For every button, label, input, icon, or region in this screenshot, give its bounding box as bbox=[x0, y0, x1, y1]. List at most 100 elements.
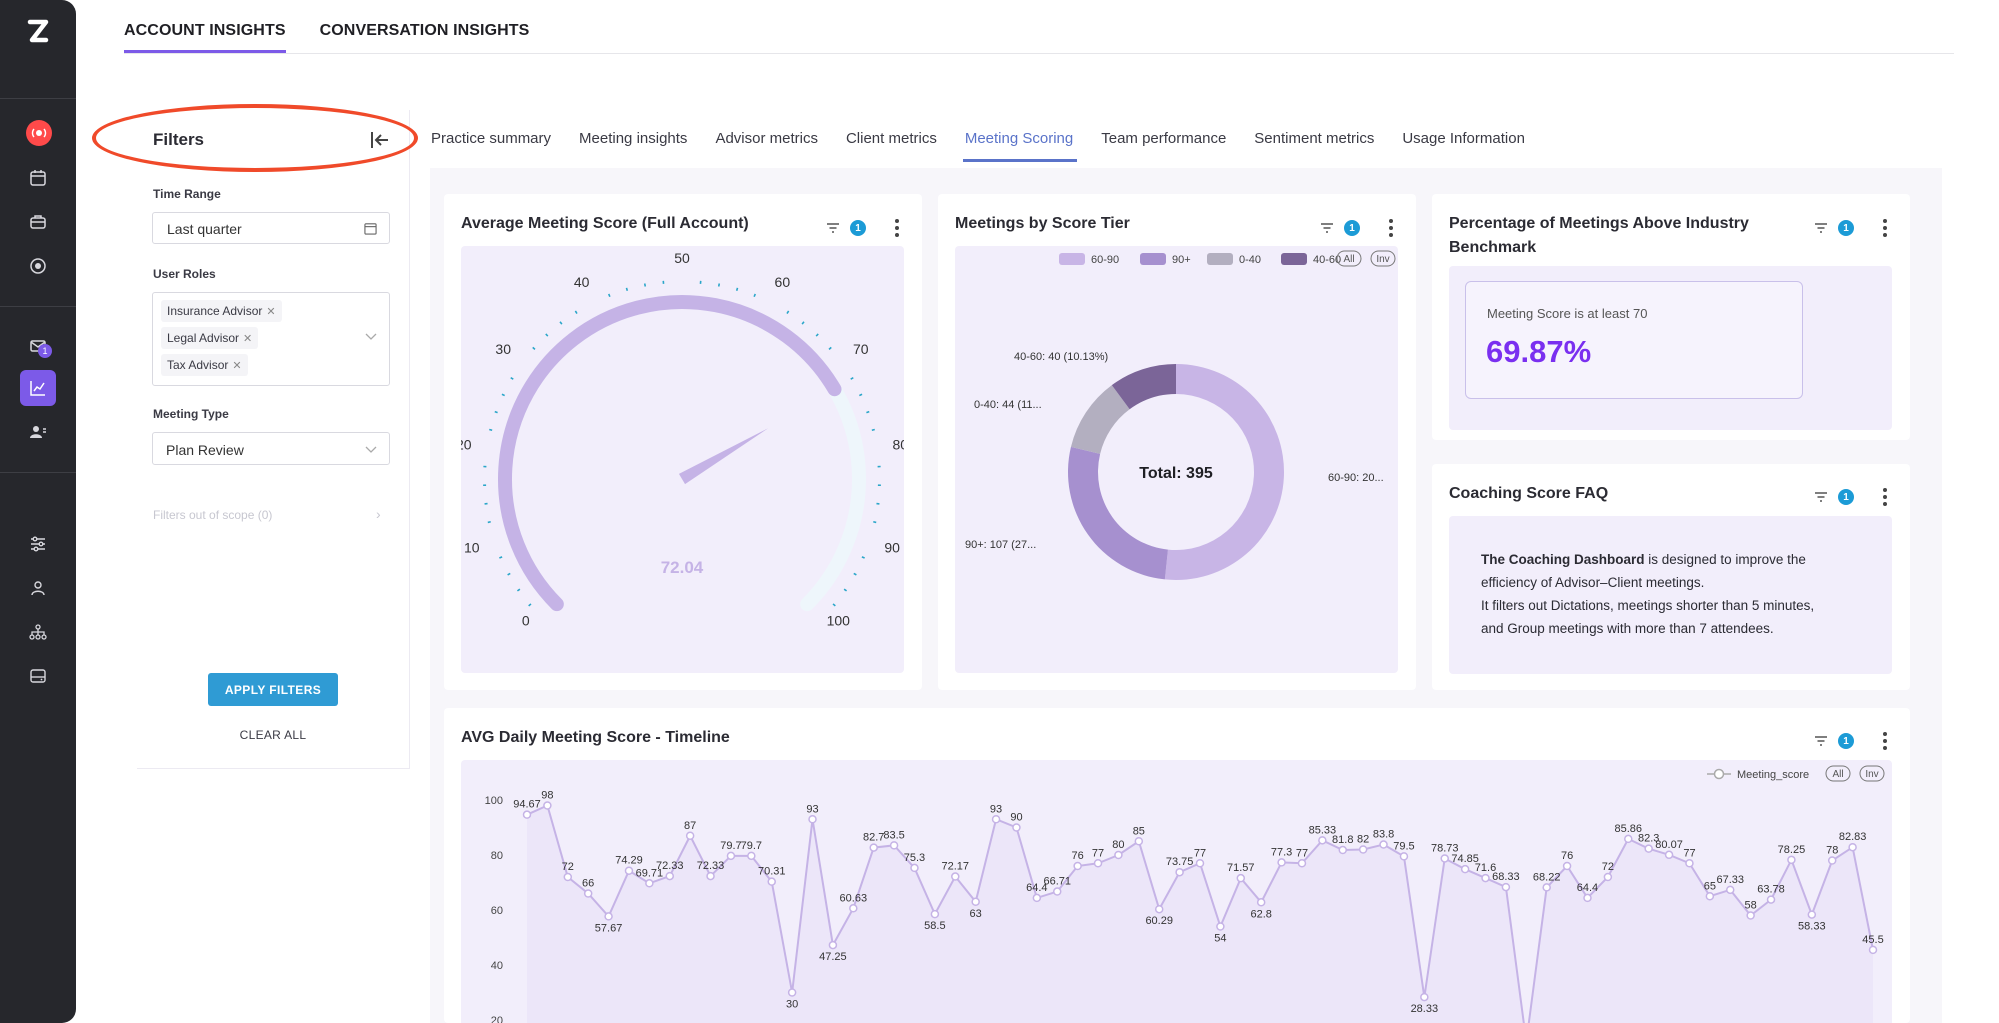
gauge-minor-tick bbox=[801, 321, 805, 325]
filter-icon[interactable] bbox=[826, 221, 840, 235]
timeline-data-label: 77 bbox=[1194, 847, 1206, 859]
filter-icon[interactable] bbox=[1814, 490, 1828, 504]
more-options-icon[interactable] bbox=[895, 219, 899, 240]
gauge-tick-label: 70 bbox=[853, 341, 869, 357]
timeline-point bbox=[1562, 861, 1572, 871]
time-range-input[interactable]: Last quarter bbox=[152, 212, 390, 244]
top-divider bbox=[124, 53, 1954, 54]
donut-slice-label: 0-40: 44 (11... bbox=[974, 399, 1042, 411]
gauge-minor-tick bbox=[528, 603, 532, 607]
filter-count-badge: 1 bbox=[1838, 733, 1854, 749]
timeline-data-label: 85.86 bbox=[1615, 823, 1643, 835]
y-tick-label: 80 bbox=[491, 850, 503, 862]
more-options-icon[interactable] bbox=[1883, 488, 1887, 509]
gauge-minor-tick bbox=[861, 556, 865, 559]
clear-all-button[interactable]: CLEAR ALL bbox=[239, 728, 307, 742]
tab-sentiment-metrics[interactable]: Sentiment metrics bbox=[1254, 130, 1375, 147]
remove-icon[interactable]: ✕ bbox=[232, 360, 242, 372]
gauge-tick-label: 30 bbox=[495, 341, 511, 357]
timeline-data-label: 74.85 bbox=[1451, 853, 1479, 865]
role-chip[interactable]: Tax Advisor ✕ bbox=[161, 354, 248, 376]
tab-meeting-insights[interactable]: Meeting insights bbox=[579, 130, 688, 147]
chevron-right-icon[interactable]: › bbox=[376, 506, 381, 522]
remove-icon[interactable]: ✕ bbox=[266, 306, 276, 318]
timeline-point bbox=[1542, 883, 1551, 892]
legend-toggle-label: Inv bbox=[1865, 769, 1878, 780]
legend-toggle-button bbox=[1336, 250, 1362, 267]
timeline-data-label: 93 bbox=[806, 803, 818, 815]
tab-meeting-scoring[interactable]: Meeting Scoring bbox=[962, 130, 1078, 162]
timeline-point bbox=[1664, 850, 1674, 860]
record-icon[interactable] bbox=[26, 120, 52, 146]
tab-account-insights[interactable]: ACCOUNT INSIGHTS bbox=[124, 18, 286, 54]
timeline-data-label: 76 bbox=[1072, 850, 1084, 862]
contacts-icon[interactable] bbox=[24, 418, 52, 446]
timeline-data-label: 82 bbox=[1357, 834, 1369, 846]
gauge-minor-tick bbox=[489, 428, 493, 432]
gauge-value-label: 72.04 bbox=[661, 558, 704, 577]
donut-slice bbox=[1068, 446, 1168, 580]
storage-icon[interactable] bbox=[24, 662, 52, 690]
gauge-card-title: Average Meeting Score (Full Account) bbox=[461, 215, 749, 232]
more-options-icon[interactable] bbox=[1389, 219, 1393, 240]
gauge-minor-tick bbox=[507, 572, 511, 576]
timeline-point bbox=[869, 843, 878, 852]
timeline-data-label: 82.7 bbox=[863, 832, 884, 844]
insights-icon[interactable] bbox=[24, 374, 52, 402]
filters-out-of-scope[interactable]: Filters out of scope (0) bbox=[153, 508, 273, 522]
timeline-data-label: 66 bbox=[582, 878, 594, 890]
timeline-data-label: 58 bbox=[1745, 900, 1757, 912]
tab-practice-summary[interactable]: Practice summary bbox=[431, 130, 552, 147]
user-icon[interactable] bbox=[24, 574, 52, 602]
timeline-data-label: 87 bbox=[684, 820, 696, 832]
tab-conversation-insights[interactable]: CONVERSATION INSIGHTS bbox=[319, 22, 530, 39]
gauge-minor-tick bbox=[873, 520, 877, 524]
tab-usage-information[interactable]: Usage Information bbox=[1402, 130, 1525, 147]
app-logo[interactable] bbox=[20, 14, 56, 50]
more-options-icon[interactable] bbox=[1883, 219, 1887, 240]
filter-icon[interactable] bbox=[1814, 734, 1828, 748]
calendar-icon[interactable] bbox=[24, 164, 52, 192]
timeline-point bbox=[563, 872, 573, 882]
tab-team-performance[interactable]: Team performance bbox=[1101, 130, 1227, 147]
role-chip-label: Legal Advisor bbox=[167, 331, 240, 345]
timeline-point bbox=[1195, 859, 1205, 868]
gauge-tick-label: 100 bbox=[827, 612, 851, 628]
benchmark-card-title: Percentage of Meetings Above Industry Be… bbox=[1449, 212, 1789, 260]
filter-icon[interactable] bbox=[1320, 221, 1334, 235]
briefcase-icon[interactable] bbox=[24, 208, 52, 236]
target-icon[interactable] bbox=[24, 252, 52, 280]
role-chip[interactable]: Insurance Advisor ✕ bbox=[161, 300, 282, 322]
remove-icon[interactable]: ✕ bbox=[243, 333, 253, 345]
timeline-data-label: 93 bbox=[990, 803, 1002, 815]
meeting-type-select[interactable]: Plan Review bbox=[152, 432, 390, 465]
sliders-icon[interactable] bbox=[24, 530, 52, 558]
legend-swatch bbox=[1140, 253, 1166, 265]
legend-toggle-label: All bbox=[1832, 769, 1843, 780]
timeline-point bbox=[1848, 842, 1857, 852]
apply-filters-button[interactable]: APPLY FILTERS bbox=[208, 673, 338, 706]
more-options-icon[interactable] bbox=[1883, 732, 1887, 753]
role-chip[interactable]: Legal Advisor ✕ bbox=[161, 327, 259, 349]
timeline-data-label: 77 bbox=[1683, 847, 1695, 859]
tab-advisor-metrics[interactable]: Advisor metrics bbox=[715, 130, 818, 147]
timeline-point bbox=[1787, 855, 1796, 865]
timeline-data-label: 82.3 bbox=[1638, 833, 1659, 845]
y-tick-label: 100 bbox=[485, 795, 503, 807]
timeline-data-label: 78.73 bbox=[1431, 842, 1459, 854]
tab-client-metrics[interactable]: Client metrics bbox=[845, 130, 937, 147]
filter-icon[interactable] bbox=[1814, 221, 1828, 235]
legend-swatch bbox=[1281, 253, 1307, 265]
user-roles-select[interactable]: Insurance Advisor ✕ Legal Advisor ✕ Tax Ad… bbox=[152, 292, 390, 386]
timeline-data-label: 75.3 bbox=[904, 852, 925, 864]
org-icon[interactable] bbox=[24, 618, 52, 646]
timeline-point bbox=[1746, 911, 1755, 920]
gauge-minor-tick bbox=[607, 293, 611, 298]
gauge-tick-label: 50 bbox=[674, 250, 690, 266]
timeline-data-label: 28.33 bbox=[1411, 1003, 1439, 1015]
timeline-point bbox=[1379, 840, 1388, 849]
timeline-point bbox=[1420, 992, 1429, 1002]
legend-marker bbox=[1713, 768, 1725, 780]
donut-slice bbox=[1070, 385, 1130, 454]
timeline-point bbox=[665, 871, 675, 881]
